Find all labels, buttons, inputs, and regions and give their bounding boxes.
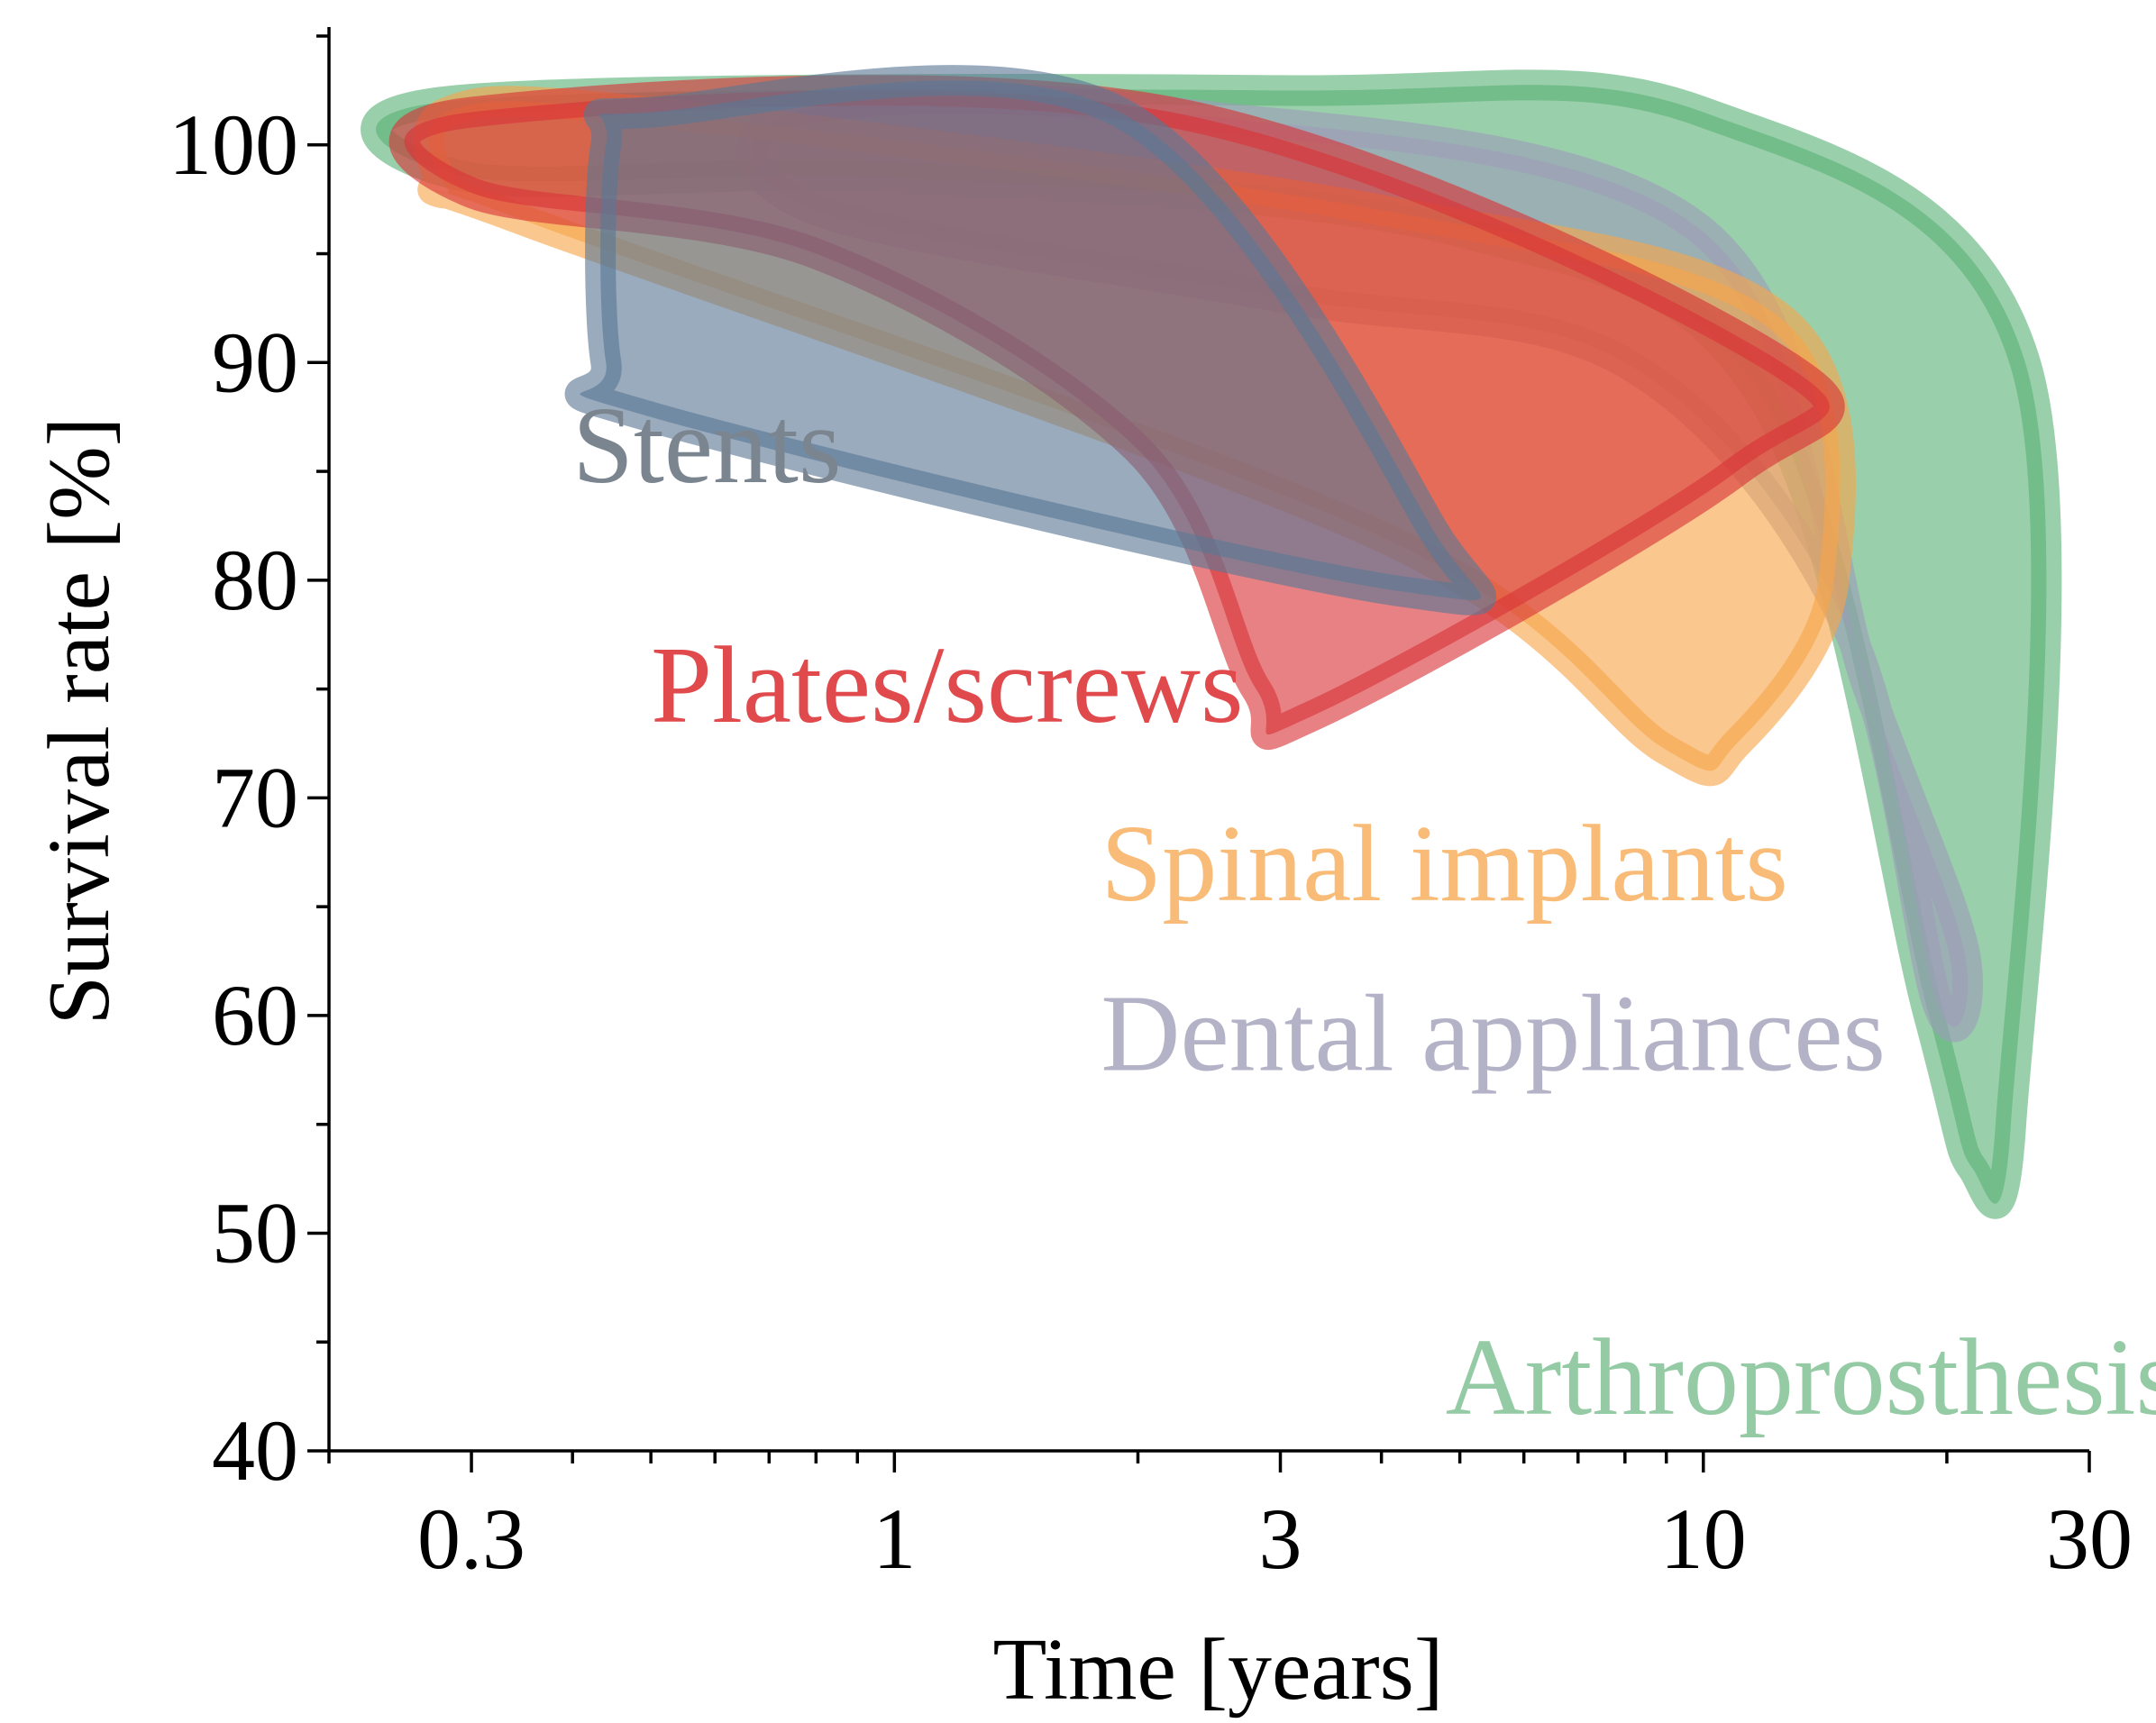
y-tick-label: 50 xyxy=(212,1184,298,1281)
label-stents: Stents xyxy=(572,385,841,506)
x-tick-label: 1 xyxy=(872,1491,916,1587)
x-axis-title: Time [years] xyxy=(993,1621,1444,1718)
x-tick-label: 0.3 xyxy=(417,1491,525,1587)
region-stents xyxy=(564,65,1496,615)
series-regions xyxy=(361,65,2062,1219)
y-tick-label: 60 xyxy=(212,967,298,1063)
y-axis-title: Survival rate [%] xyxy=(31,417,128,1026)
y-tick-label: 40 xyxy=(212,1402,298,1499)
y-tick-label: 80 xyxy=(212,532,298,628)
series-labels: Stents Plates/screws Spinal implants Dental… xyxy=(572,385,2156,1438)
y-tick-label: 90 xyxy=(212,314,298,410)
x-tick-label: 3 xyxy=(1259,1491,1302,1587)
label-dental-appliances: Dental appliances xyxy=(1101,972,1886,1094)
tick-labels: 40 50 60 70 80 90 100 0.3 1 3 10 30 xyxy=(169,96,2133,1587)
y-tick-label: 70 xyxy=(212,749,298,845)
axis-ticks xyxy=(307,34,2091,1472)
label-plates-screws: Plates/screws xyxy=(651,624,1243,746)
y-tick-label: 100 xyxy=(169,96,298,193)
x-tick-label: 30 xyxy=(2046,1491,2133,1587)
label-arthroprosthesis: Arthroprosthesis xyxy=(1446,1317,2156,1438)
axes xyxy=(307,27,2091,1472)
label-spinal-implants: Spinal implants xyxy=(1101,803,1788,925)
x-tick-label: 10 xyxy=(1660,1491,1747,1587)
